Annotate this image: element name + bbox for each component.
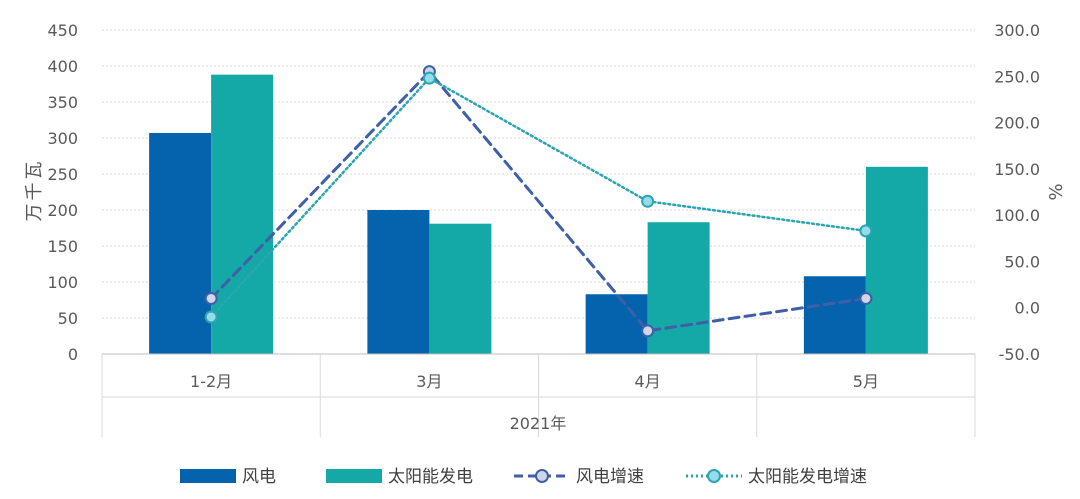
legend-marker	[707, 469, 721, 483]
y-left-tick-label: 50	[58, 309, 78, 328]
y-left-tick-label: 300	[47, 129, 78, 148]
line-marker	[859, 291, 873, 305]
y-axis-left-title: 万千瓦	[24, 159, 45, 222]
bar	[149, 132, 212, 354]
x-tick-label: 4月	[635, 372, 661, 391]
y-left-tick-label: 400	[47, 57, 78, 76]
y-right-tick-label: 50.0	[1004, 252, 1040, 271]
y-left-tick-label: 150	[47, 237, 78, 256]
legend-marker	[535, 469, 549, 483]
line-marker	[641, 194, 655, 208]
bar	[803, 276, 866, 354]
bar	[647, 222, 710, 354]
legend-swatch	[326, 469, 382, 483]
y-right-tick-label: 200.0	[994, 114, 1040, 133]
y-right-tick-label: 100.0	[994, 206, 1040, 225]
bar	[865, 166, 928, 354]
y-left-tick-label: 200	[47, 201, 78, 220]
y-right-tick-label: 150.0	[994, 160, 1040, 179]
bar	[429, 223, 492, 354]
series-line	[209, 76, 868, 319]
x-tick-label: 1-2月	[190, 372, 232, 391]
y-right-tick-label: 0.0	[1015, 299, 1040, 318]
bar	[585, 294, 648, 354]
line-marker	[859, 224, 873, 238]
legend-label: 风电增速	[576, 467, 644, 487]
y-right-tick-label: -50.0	[999, 345, 1040, 364]
y-left-tick-label: 0	[68, 345, 78, 364]
y-left-tick-label: 450	[47, 21, 78, 40]
lines	[204, 65, 873, 338]
legend: 风电 太阳能发电 风电增速 太阳能发电增速	[180, 467, 867, 487]
bar	[367, 210, 430, 354]
bars	[149, 74, 928, 354]
y-right-tick-label: 300.0	[994, 21, 1040, 40]
x-tick-label: 5月	[853, 372, 879, 391]
line-marker	[204, 291, 218, 305]
x-group-label: 2021年	[510, 414, 567, 433]
y-left-tick-label: 100	[47, 273, 78, 292]
y-axis-right-title: %	[1046, 183, 1067, 200]
line-marker	[422, 71, 436, 85]
y-right-tick-label: 250.0	[994, 67, 1040, 86]
x-tick-label: 3月	[416, 372, 442, 391]
y-left-tick-label: 250	[47, 165, 78, 184]
line-marker	[204, 310, 218, 324]
legend-label: 太阳能发电	[388, 467, 473, 487]
bar	[211, 74, 274, 354]
legend-swatch	[180, 469, 236, 483]
y-left-tick-label: 350	[47, 93, 78, 112]
series-line	[209, 69, 868, 333]
legend-label: 太阳能发电增速	[748, 467, 867, 487]
axes: 0 50 100 150 200 250 300 350 400 450 -50.0 0.0 50.0 1…	[47, 21, 1040, 437]
line-marker	[641, 324, 655, 338]
legend-label: 风电	[242, 467, 276, 487]
